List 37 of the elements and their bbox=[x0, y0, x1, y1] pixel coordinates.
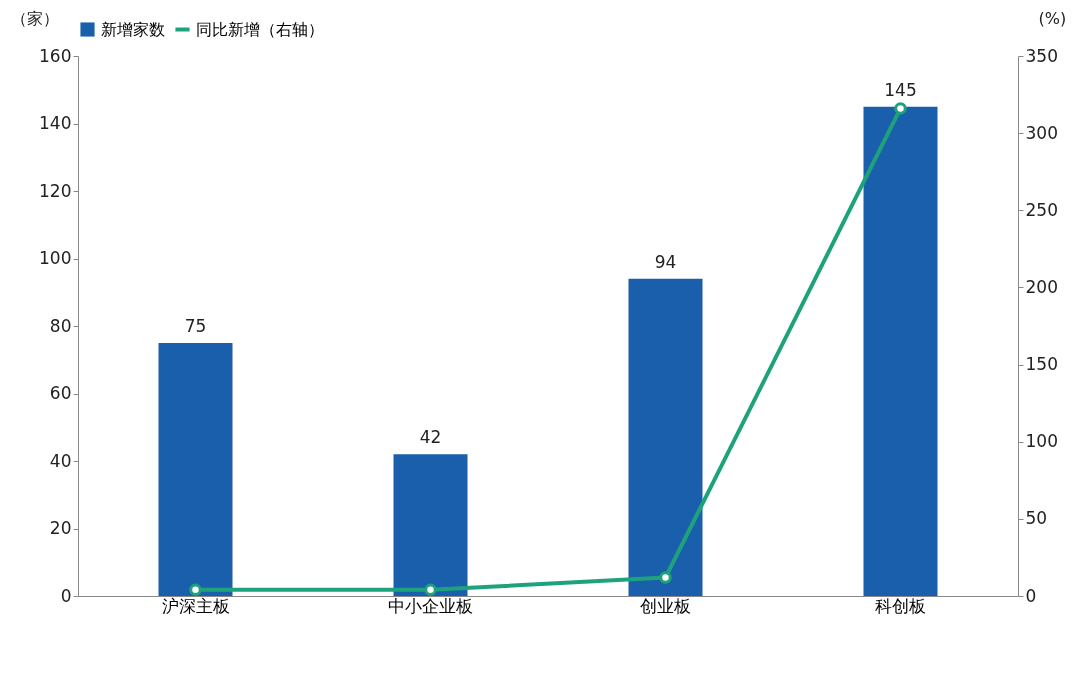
y2-tick-label: 150 bbox=[1025, 354, 1058, 375]
data-label: 75 bbox=[184, 315, 207, 336]
y2-tick-label: 300 bbox=[1025, 122, 1058, 143]
y2-tick-label: 200 bbox=[1025, 276, 1058, 297]
y2-tick-label: 350 bbox=[1025, 45, 1058, 66]
y2-axis-title: (%) bbox=[1038, 8, 1067, 28]
bar bbox=[158, 342, 233, 596]
x-tick-label: 创业板 bbox=[640, 595, 691, 616]
data-label: 94 bbox=[654, 251, 677, 272]
point bbox=[894, 102, 907, 115]
data-label: 42 bbox=[419, 427, 442, 448]
y-tick-label: 20 bbox=[49, 518, 72, 538]
x-tick-label: 沪深主板 bbox=[161, 595, 230, 616]
point bbox=[659, 571, 672, 584]
bar bbox=[628, 278, 703, 596]
point bbox=[189, 583, 202, 597]
y-tick-label: 80 bbox=[49, 315, 72, 336]
y-tick-label: 60 bbox=[49, 383, 72, 403]
y2-tick-label: 100 bbox=[1025, 431, 1058, 452]
y-tick-label: 40 bbox=[49, 450, 72, 471]
x-tick-label: 中小企业板 bbox=[388, 595, 473, 616]
legend-label: 同比新增（右轴） bbox=[196, 19, 324, 39]
y-tick-label: 100 bbox=[39, 248, 72, 268]
y-tick-label: 120 bbox=[39, 180, 72, 201]
y-axis-title: （家） bbox=[10, 8, 59, 28]
legend-label: 新增家数 bbox=[101, 19, 165, 39]
data-label: 145 bbox=[884, 79, 917, 100]
point bbox=[424, 583, 437, 597]
bar bbox=[863, 106, 938, 596]
y-tick-label: 140 bbox=[39, 113, 72, 133]
bar bbox=[393, 454, 468, 596]
y-tick-label: 0 bbox=[60, 585, 72, 606]
y2-tick-label: 50 bbox=[1025, 508, 1048, 529]
y2-tick-label: 0 bbox=[1025, 585, 1037, 606]
y2-tick-label: 250 bbox=[1025, 199, 1058, 220]
x-tick-label: 科创板 bbox=[875, 595, 926, 616]
y-tick-label: 160 bbox=[39, 45, 72, 66]
